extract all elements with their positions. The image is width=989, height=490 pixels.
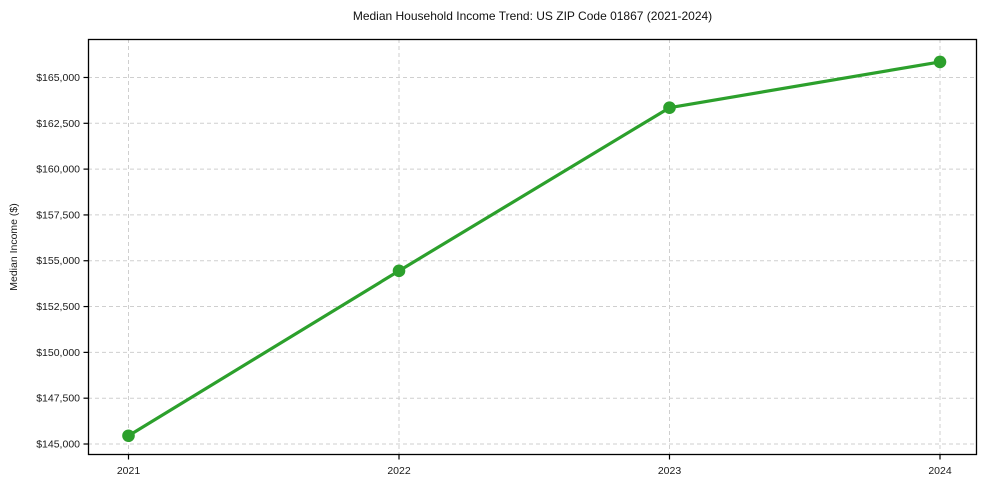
data-point-marker <box>392 264 406 278</box>
x-tick-label: 2024 <box>928 465 952 477</box>
x-tick-label: 2021 <box>117 465 141 477</box>
trend-line <box>126 60 942 438</box>
plot-border <box>87 38 978 456</box>
data-point-marker <box>663 101 676 115</box>
y-tick-label: $152,500 <box>36 301 80 313</box>
y-tick-label: $145,000 <box>36 439 80 451</box>
y-axis-label: Median Income ($) <box>8 203 20 291</box>
x-tick-label: 2022 <box>387 465 411 477</box>
y-tick-label: $165,000 <box>36 72 80 84</box>
x-tick-label: 2023 <box>658 465 682 477</box>
data-point-marker <box>933 55 947 69</box>
y-tick-label: $150,000 <box>36 347 80 359</box>
y-tick-label: $157,500 <box>36 209 80 221</box>
y-tick-label: $162,500 <box>36 118 80 130</box>
y-tick-label: $155,000 <box>36 255 80 267</box>
chart-title: Median Household Income Trend: US ZIP Co… <box>352 9 713 23</box>
y-tick-label: $160,000 <box>36 164 80 176</box>
data-point-marker <box>122 429 135 443</box>
y-tick-label: $147,500 <box>36 393 80 405</box>
